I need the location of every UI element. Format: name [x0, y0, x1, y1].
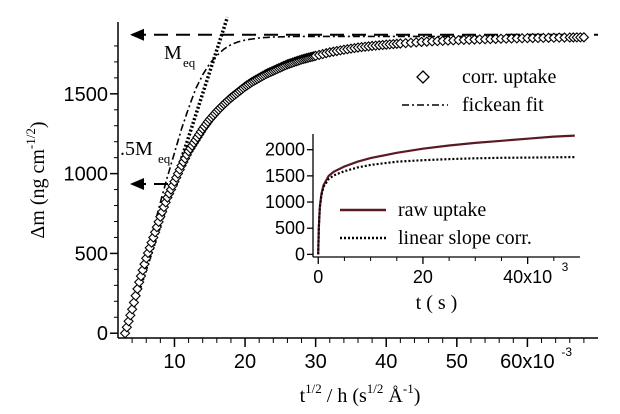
y-tick-label: 1000	[64, 164, 109, 186]
inset-y-tick-label: 500	[275, 218, 305, 238]
legend-fickean-label: fickean fit	[462, 94, 544, 116]
x-tick-label: 50	[446, 351, 468, 373]
initial-slope-line	[123, 16, 230, 334]
y-tick-label: 500	[75, 243, 108, 265]
inset-x-tick-label: 40x10	[503, 267, 552, 287]
inset-legend-corr-label: linear slope corr.	[398, 227, 532, 249]
linear-slope-corr-line	[317, 156, 575, 255]
raw-uptake-line	[317, 134, 575, 255]
corr-uptake-point	[132, 283, 143, 295]
half-meq-label: .5M	[120, 138, 153, 160]
x-axis-title: t1/2 / h (s1/2 Å-1)	[300, 381, 421, 407]
inset-legend-raw-label: raw uptake	[398, 199, 486, 221]
legend: corr. uptake fickean fit	[402, 66, 557, 116]
inset-plot: 0 500 1000 1500 2000 0 20 40x10 3 t ( s ) raw upta…	[261, 126, 592, 321]
inset-y-tick-label: 0	[295, 244, 305, 264]
meq-arrow	[130, 28, 144, 41]
x-tick-label: 10	[163, 351, 185, 373]
corr-uptake-point	[126, 303, 138, 315]
y-axis-title: Δm (ng cm-1/2)	[23, 121, 49, 238]
meq-label: M	[164, 42, 182, 64]
x-tick-label: 60x10	[500, 351, 555, 373]
inset-x-axis-title: t ( s )	[416, 292, 458, 314]
x-exponent: -3	[561, 345, 572, 359]
inset-y-tick-label: 1500	[265, 166, 305, 186]
x-tick-label: 20	[234, 351, 256, 373]
meq-subscript: eq	[183, 55, 196, 70]
corr-uptake-point	[119, 327, 131, 339]
legend-diamond-marker	[416, 70, 430, 84]
inset-y-tick-label: 1000	[265, 192, 305, 212]
corr-uptake-point	[139, 258, 150, 270]
half-meq-subscript: eq	[158, 151, 171, 166]
legend-corr-uptake-label: corr. uptake	[462, 66, 557, 88]
inset-y-tick-label: 2000	[265, 140, 305, 160]
inset-x-tick-label: 20	[413, 267, 433, 287]
corr-uptake-point	[121, 321, 133, 333]
inset-x-exponent: 3	[562, 260, 569, 274]
half-meq-arrow	[130, 177, 144, 190]
x-tick-label: 40	[375, 351, 397, 373]
corr-uptake-point	[123, 315, 134, 327]
corr-uptake-point	[578, 32, 590, 43]
y-tick-label: 0	[97, 323, 108, 345]
y-tick-label: 1500	[64, 84, 109, 106]
x-tick-label: 30	[305, 351, 327, 373]
inset-x-tick-label: 0	[313, 267, 323, 287]
